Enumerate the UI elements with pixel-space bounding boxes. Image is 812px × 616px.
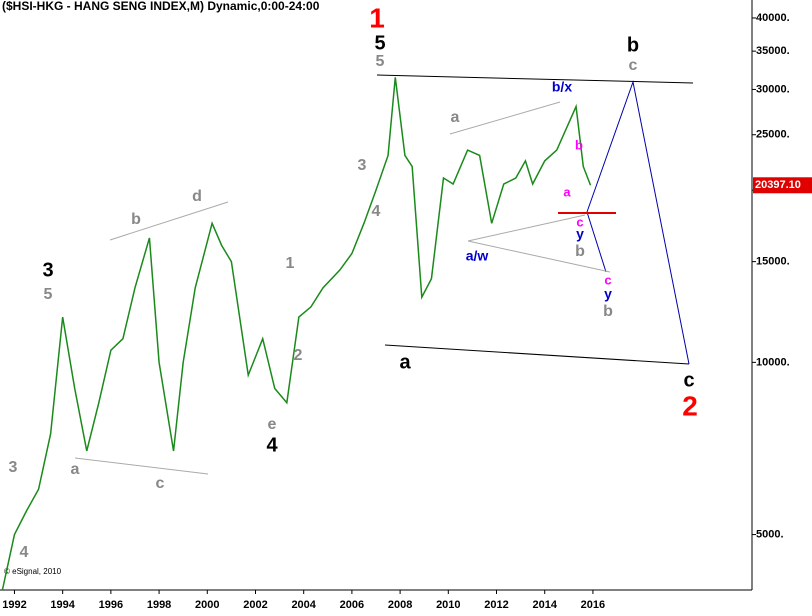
wave-label: 3 [9, 459, 18, 476]
wave-label: a [451, 109, 460, 126]
y-tick-label: 35000. [756, 45, 790, 57]
x-tick-label: 2002 [243, 599, 267, 611]
trend-line [384, 344, 690, 365]
x-tick-label: 2016 [581, 599, 605, 611]
wave-label: c [576, 214, 583, 229]
wave-label: c [629, 57, 638, 74]
wave-label: b [575, 243, 585, 260]
trend-line [467, 214, 586, 242]
trend-line [586, 80, 690, 365]
wave-label: c [604, 272, 611, 287]
wave-label: 1 [286, 255, 295, 272]
trend-line [449, 101, 561, 135]
wave-label: c [683, 369, 694, 391]
wave-label: 3 [42, 259, 53, 281]
chart-title: ($HSI-HKG - HANG SENG INDEX,M) Dynamic,0… [2, 0, 320, 13]
wave-label: a/w [466, 248, 489, 264]
wave-label: 5 [374, 32, 385, 54]
wave-label: 4 [20, 544, 29, 561]
x-tick-label: 1996 [99, 599, 123, 611]
trend-lines [74, 74, 694, 475]
trend-line [467, 240, 611, 273]
wave-label: b [627, 34, 639, 56]
y-tick-label: 25000. [756, 129, 790, 141]
wave-label: 5 [44, 286, 53, 303]
trend-line [586, 211, 607, 273]
trend-line [74, 457, 209, 475]
credit: © eSignal, 2010 [4, 567, 62, 576]
wave-label: a [563, 184, 571, 199]
wave-label: 2 [294, 347, 303, 364]
wave-label: 2 [682, 390, 698, 421]
x-tick-label: 1992 [2, 599, 26, 611]
wave-label: 1 [369, 2, 385, 33]
y-tick-label: 15000. [756, 256, 790, 268]
wave-label: 5 [376, 53, 385, 70]
trend-line [109, 201, 229, 241]
x-tick-label: 2000 [195, 599, 219, 611]
wave-label: d [192, 188, 202, 205]
wave-label: b/x [552, 79, 572, 95]
x-tick-label: 2010 [436, 599, 460, 611]
x-tick-label: 2012 [484, 599, 508, 611]
wave-label: b [131, 211, 141, 228]
wave-label: a [399, 351, 411, 373]
trend-line [376, 74, 694, 84]
wave-label: c [156, 475, 165, 492]
wave-label: y [576, 226, 584, 242]
wave-label: b [575, 137, 583, 152]
y-tick-label: 10000. [756, 356, 790, 368]
last-value-box [753, 177, 812, 194]
x-tick-label: 2014 [532, 599, 557, 611]
y-tick-label: 30000. [756, 83, 790, 95]
wave-label: b [603, 303, 613, 320]
wave-label: y [604, 286, 612, 302]
wave-label: a [71, 461, 80, 478]
wave-label: 3 [358, 157, 367, 174]
x-tick-label: 1998 [147, 599, 171, 611]
x-tick-label: 2004 [291, 599, 316, 611]
wave-label: 4 [372, 203, 381, 220]
x-tick-label: 2008 [388, 599, 412, 611]
wave-label: e [268, 416, 277, 433]
x-tick-label: 1994 [50, 599, 75, 611]
x-tick-label: 2006 [340, 599, 364, 611]
last-value-label: 20397.10 [755, 179, 801, 191]
y-tick-label: 5000. [756, 528, 784, 540]
price-line [1, 77, 592, 591]
y-tick-label: 40000. [756, 12, 790, 24]
wave-label: 4 [266, 434, 278, 456]
